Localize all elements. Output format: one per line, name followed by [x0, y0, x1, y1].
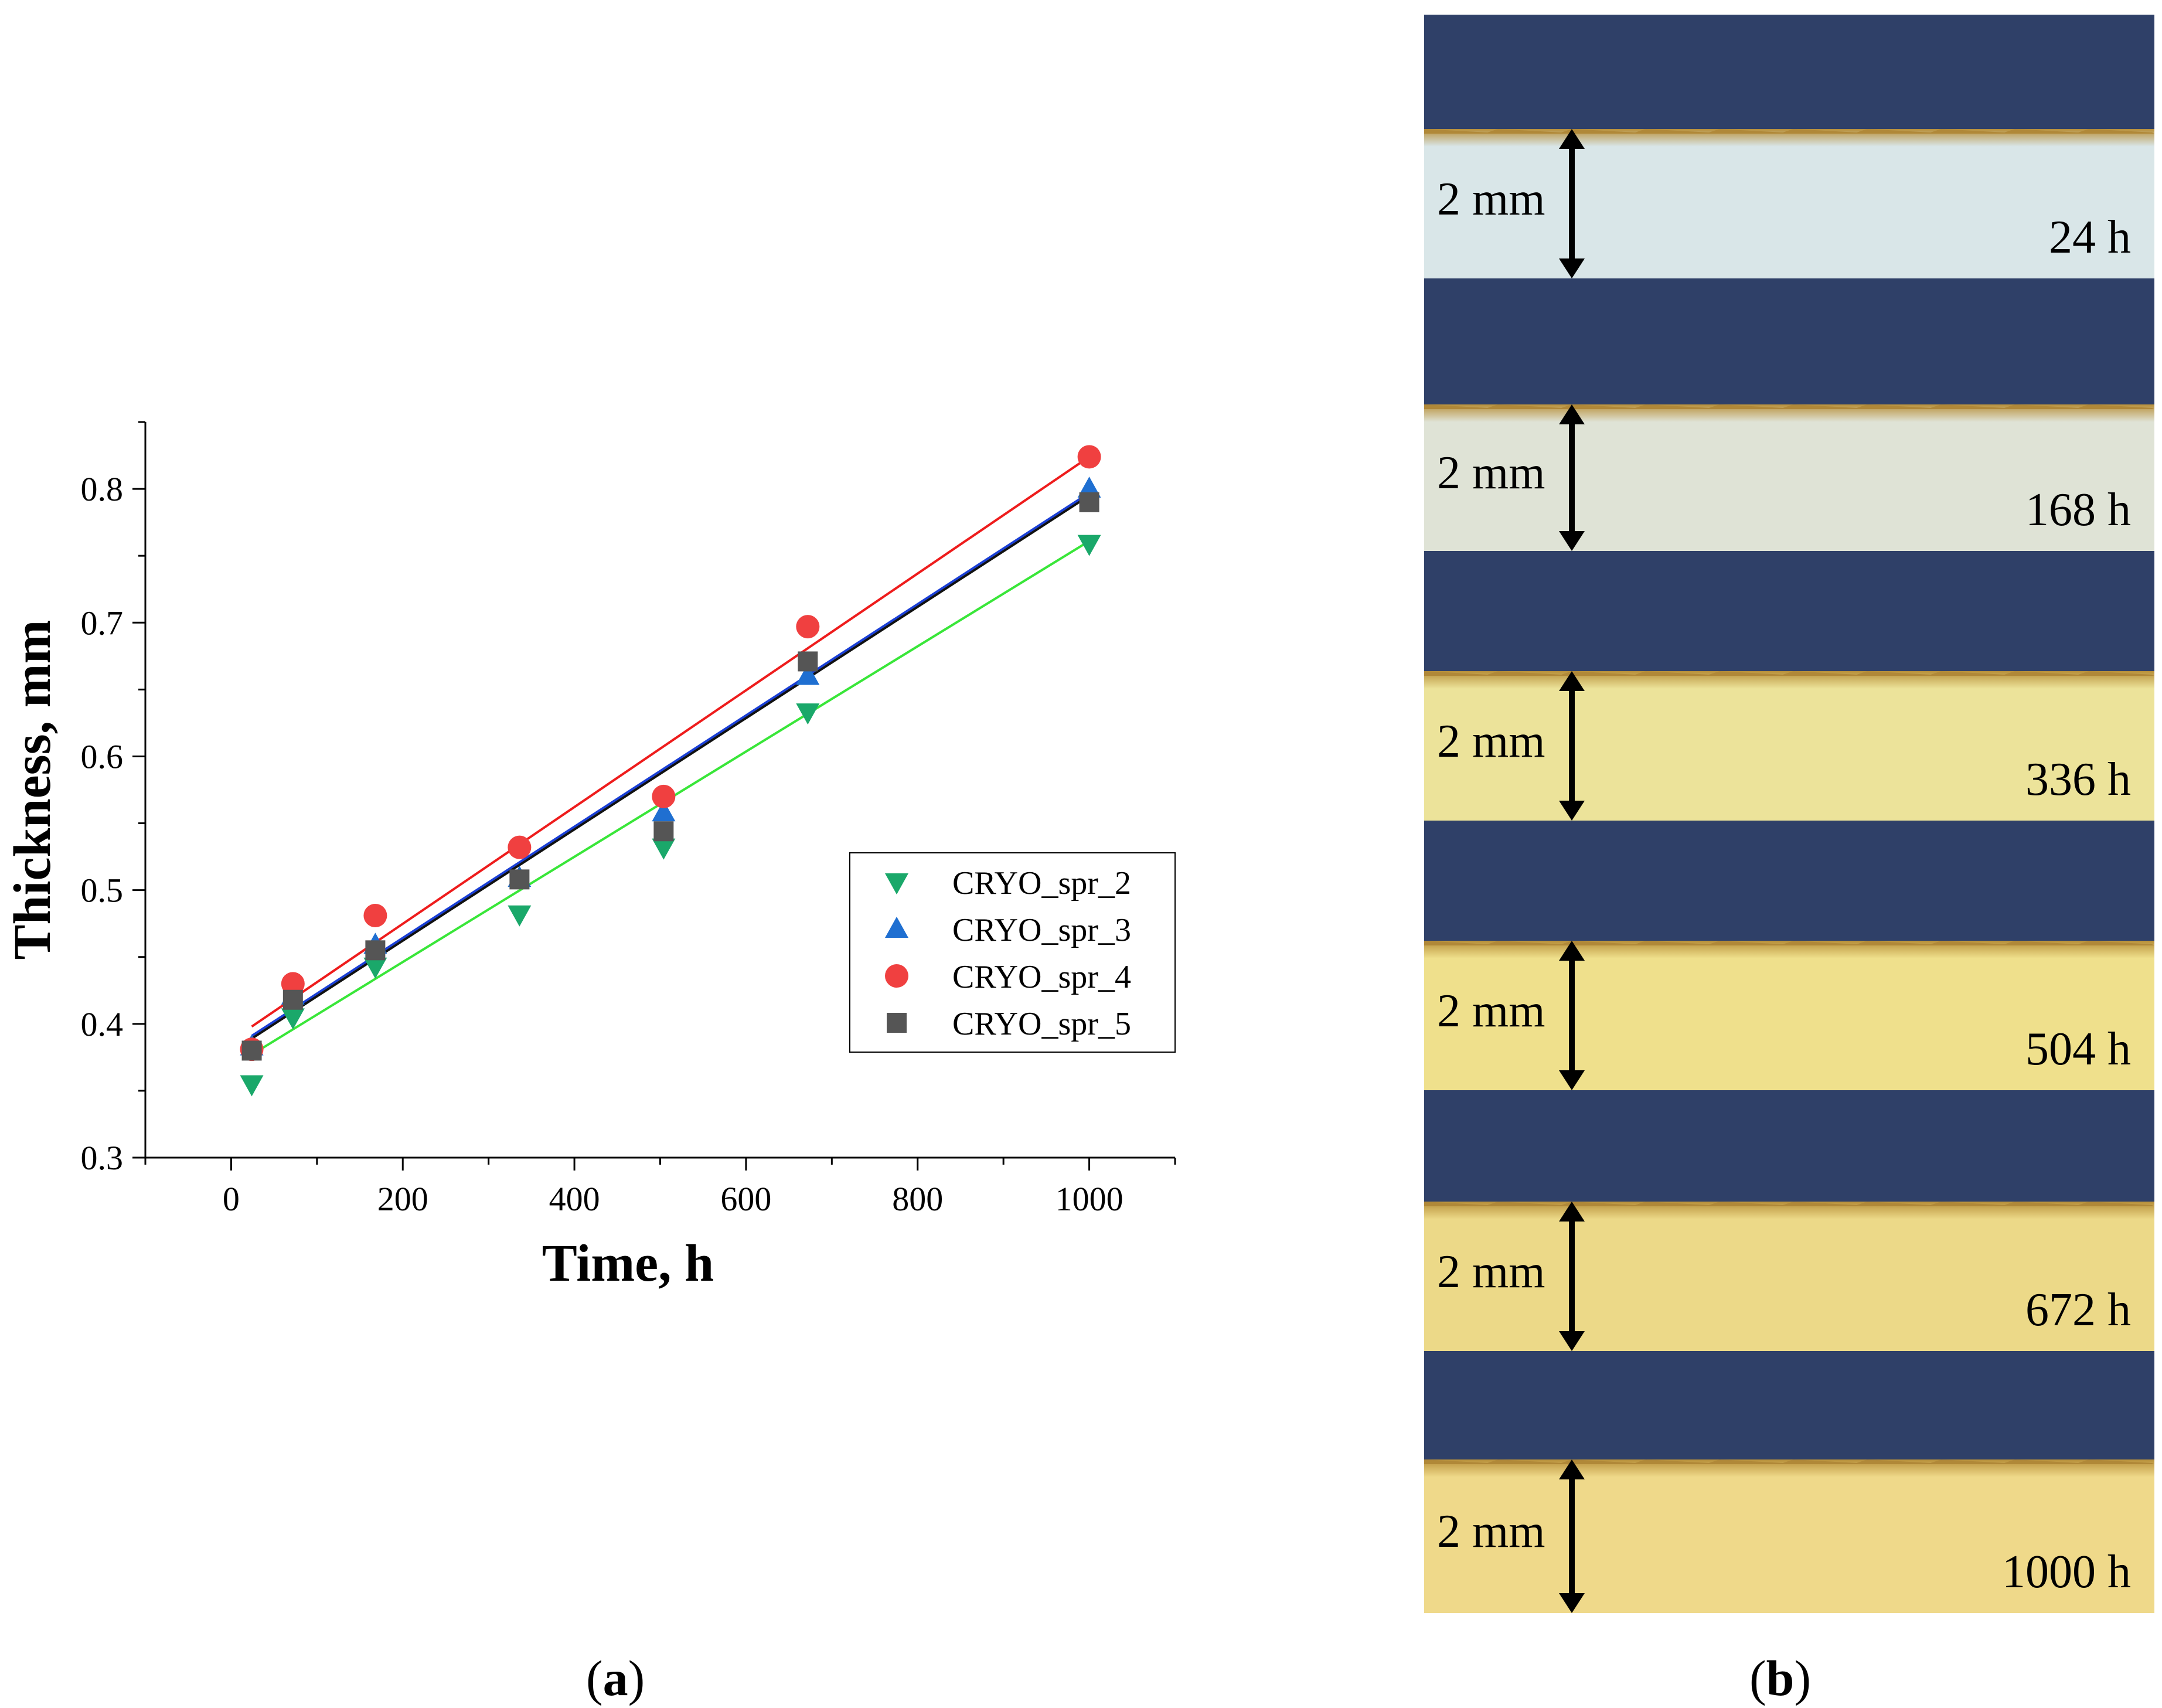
exposure-time-label: 504 h [2025, 1023, 2131, 1075]
data-point-cryo_spr_5 [509, 869, 530, 890]
surface-edge-shape [1424, 671, 2154, 676]
data-point-cryo_spr_2 [508, 905, 532, 927]
y-tick-label: 0.8 [81, 470, 124, 508]
data-point-cryo_spr_4 [652, 784, 676, 808]
scale-label: 2 mm [1437, 985, 1545, 1037]
double-arrow-icon [1559, 129, 1585, 278]
exposure-time-label: 672 h [2025, 1284, 2131, 1336]
rough-surface-edge [1424, 1202, 2154, 1206]
exposure-time-label: 336 h [2025, 754, 2131, 805]
sample-cross-section: 2 mm 504 h [1424, 941, 2154, 1090]
data-point-cryo_spr_5 [365, 940, 386, 961]
data-markers [240, 445, 1101, 1097]
rough-surface-edge [1424, 671, 2154, 676]
data-point-cryo_spr_2 [363, 957, 387, 979]
legend-marker [887, 1013, 907, 1033]
data-point-cryo_spr_5 [653, 821, 674, 842]
exposure-time-label: 168 h [2025, 484, 2131, 536]
axes: 0 200 400 600 800 1000 0.3 0.4 0.5 0.6 0.7 0.8 Time,… [4, 421, 1176, 1292]
x-axis-label: Time, h [542, 1234, 714, 1292]
data-point-cryo_spr_3 [652, 800, 676, 822]
caption-open: ( [586, 1650, 603, 1706]
rough-surface-edge [1424, 1459, 2154, 1464]
scale-label: 2 mm [1437, 1506, 1545, 1557]
data-point-cryo_spr_3 [796, 664, 820, 685]
x-tick-label: 1000 [1056, 1180, 1123, 1218]
caption-close: ) [628, 1650, 645, 1706]
data-point-cryo_spr_4 [796, 615, 820, 639]
legend-marker [885, 964, 908, 988]
data-point-cryo_spr_5 [1079, 492, 1099, 512]
scale-label: 2 mm [1437, 715, 1545, 767]
sample-cross-section: 2 mm 24 h [1424, 129, 2154, 278]
scale-label: 2 mm [1437, 173, 1545, 225]
double-arrow-icon [1559, 404, 1585, 551]
data-point-cryo_spr_2 [240, 1075, 264, 1097]
sample-cross-section: 2 mm 336 h [1424, 671, 2154, 821]
x-tick-label: 800 [892, 1180, 943, 1218]
surface-edge-shape [1424, 941, 2154, 945]
data-point-cryo_spr_2 [652, 838, 676, 860]
rough-surface-edge [1424, 129, 2154, 134]
x-tick-label: 600 [720, 1180, 771, 1218]
data-point-cryo_spr_4 [363, 903, 387, 927]
fit-line-cryo_spr_5 [251, 494, 1090, 1040]
data-point-cryo_spr_5 [798, 651, 818, 672]
fit-line-cryo_spr_4 [251, 455, 1090, 1028]
surface-edge-shape [1424, 404, 2154, 409]
caption-letter: a [602, 1650, 628, 1706]
y-tick-label: 0.5 [81, 872, 124, 910]
y-axis-label: Thickness, mm [4, 620, 62, 960]
surface-edge-shape [1424, 129, 2154, 134]
data-point-cryo_spr_5 [282, 989, 303, 1010]
data-point-cryo_spr_4 [281, 972, 305, 996]
exposure-time-label: 24 h [2049, 212, 2131, 263]
data-point-cryo_spr_4 [1077, 445, 1101, 469]
rough-surface-edge [1424, 941, 2154, 945]
data-point-cryo_spr_4 [508, 835, 532, 859]
caption-close: ) [1794, 1650, 1812, 1706]
caption-letter: b [1766, 1650, 1795, 1706]
legend-marker [885, 917, 908, 938]
caption-open: ( [1749, 1650, 1766, 1706]
double-arrow-icon [1559, 1459, 1585, 1613]
panel-b-caption: (b) [1749, 1653, 1811, 1703]
panel-a-caption: (a) [586, 1653, 645, 1703]
y-tick-label: 0.7 [81, 604, 124, 642]
legend-label: CRYO_spr_4 [952, 959, 1131, 995]
data-point-cryo_spr_5 [241, 1040, 262, 1061]
scale-label: 2 mm [1437, 447, 1545, 499]
exposure-time-label: 1000 h [2002, 1546, 2131, 1598]
double-arrow-icon [1559, 1202, 1585, 1351]
legend-label: CRYO_spr_2 [952, 865, 1131, 901]
sample-cross-section: 2 mm 1000 h [1424, 1459, 2154, 1613]
x-tick-label: 0 [223, 1180, 240, 1218]
data-point-cryo_spr_2 [1077, 535, 1101, 556]
rough-surface-edge [1424, 404, 2154, 409]
x-tick-label: 400 [549, 1180, 600, 1218]
x-tick-label: 200 [377, 1180, 428, 1218]
data-point-cryo_spr_2 [796, 703, 820, 725]
legend-label: CRYO_spr_5 [952, 1006, 1131, 1042]
y-tick-label: 0.4 [81, 1005, 124, 1043]
data-point-cryo_spr_2 [281, 1008, 305, 1030]
fit-line-cryo_spr_3 [251, 492, 1090, 1037]
legend-marker [885, 873, 908, 894]
sample-cross-section: 2 mm 168 h [1424, 404, 2154, 551]
double-arrow-icon [1559, 671, 1585, 821]
surface-edge-shape [1424, 1459, 2154, 1464]
surface-edge-shape [1424, 1202, 2154, 1206]
legend: CRYO_spr_2 CRYO_spr_3 CRYO_spr_4 CRYO_spr_5 [849, 852, 1176, 1053]
y-tick-label: 0.6 [81, 737, 124, 775]
scale-label: 2 mm [1437, 1246, 1545, 1298]
y-tick-label: 0.3 [81, 1139, 124, 1177]
fit-lines [251, 455, 1090, 1056]
legend-label: CRYO_spr_3 [952, 912, 1131, 948]
double-arrow-icon [1559, 941, 1585, 1090]
sample-cross-section: 2 mm 672 h [1424, 1202, 2154, 1351]
